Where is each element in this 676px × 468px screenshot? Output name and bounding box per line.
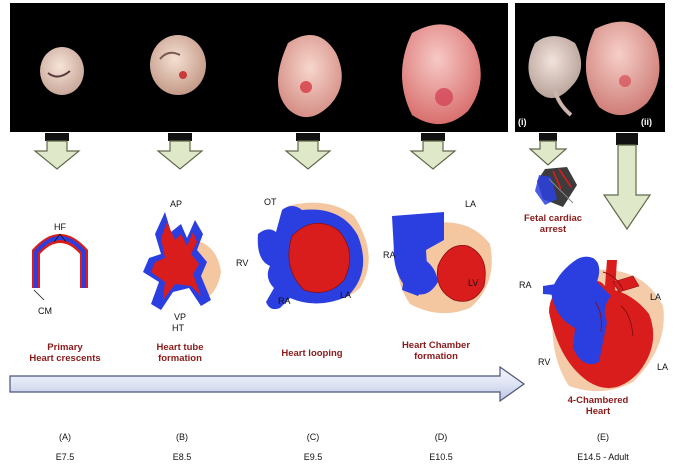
label-la-d: LA: [465, 199, 477, 209]
caption-c: Heart looping: [281, 348, 343, 359]
caption-a: Primary Heart crescents: [29, 342, 101, 364]
label-vp: VP: [174, 312, 187, 322]
embryo-normal: [585, 21, 660, 116]
down-arrow-d: [409, 140, 457, 170]
stem-i: [539, 133, 557, 141]
down-arrow-b: [156, 140, 204, 170]
stage-letter-a: (A): [59, 432, 71, 442]
heart-a-crescent: [32, 233, 88, 301]
heart-arrested: [535, 167, 577, 207]
stage-age-d: E10.5: [429, 452, 453, 462]
label-ra-c: RA: [278, 296, 291, 306]
embryo-e10-5: [402, 24, 481, 125]
embryo-photo-strip: [10, 3, 508, 132]
down-arrow-i: [528, 140, 568, 166]
label-ra-e: RA: [519, 280, 532, 290]
caption-b: Heart tube formation: [156, 342, 204, 364]
embryo-e9-5: [278, 35, 342, 118]
caption-fetal-arrest: Fetal cardiac arrest: [523, 213, 583, 235]
stem-b: [168, 133, 192, 141]
stage-age-c: E9.5: [303, 452, 323, 462]
stem-d: [421, 133, 445, 141]
photo-label-i: (i): [518, 117, 527, 127]
label-ht: HT: [172, 323, 184, 333]
caption-e: 4-Chambered Heart: [567, 395, 629, 417]
down-arrow-a: [33, 140, 81, 170]
heart-d-chambers: [392, 212, 492, 314]
stem-ii: [616, 133, 638, 145]
stage-age-e: E14.5 - Adult: [577, 452, 629, 462]
heart-b-tube: [143, 212, 221, 310]
stage-letter-d: (D): [434, 432, 448, 442]
photo-label-ii: (ii): [641, 117, 652, 127]
stage-letter-c: (C): [306, 432, 320, 442]
embryo-arrested: [528, 36, 582, 99]
down-arrow-ii: [602, 144, 652, 231]
stem-a: [45, 133, 69, 141]
label-ra-d: RA: [383, 250, 396, 260]
progress-arrow: [9, 365, 526, 403]
down-arrow-c: [284, 140, 332, 170]
caption-d: Heart Chamber formation: [401, 340, 471, 362]
arrest-photos: [528, 21, 660, 117]
label-la-c: LA: [340, 290, 352, 300]
label-la-e-bottom: LA: [657, 362, 669, 372]
arrest-photo-panel: (i) (ii): [515, 3, 665, 132]
label-ap: AP: [170, 199, 183, 209]
stage-age-a: E7.5: [55, 452, 75, 462]
label-rv-c: RV: [236, 258, 249, 268]
label-lv-d: LV: [468, 278, 479, 288]
heart-e-four-chambered: [543, 256, 664, 392]
embryo-photos: [40, 24, 481, 125]
stage-age-b: E8.5: [172, 452, 192, 462]
pointer-hf: [53, 233, 67, 243]
embryo-e8-5: [150, 35, 206, 95]
down-arrows: [33, 140, 652, 231]
embryo-e7-5: [40, 47, 84, 95]
stage-letter-b: (B): [176, 432, 188, 442]
label-rv-e: RV: [538, 357, 551, 367]
pointer-cm: [33, 289, 45, 301]
label-ot: OT: [264, 197, 277, 207]
stem-c: [296, 133, 320, 141]
label-hf: HF: [54, 222, 66, 232]
stage-letter-e: (E): [597, 432, 609, 442]
heart-c-looping: [257, 202, 369, 310]
label-cm: CM: [38, 306, 52, 316]
label-la-e-top: LA: [650, 292, 662, 302]
